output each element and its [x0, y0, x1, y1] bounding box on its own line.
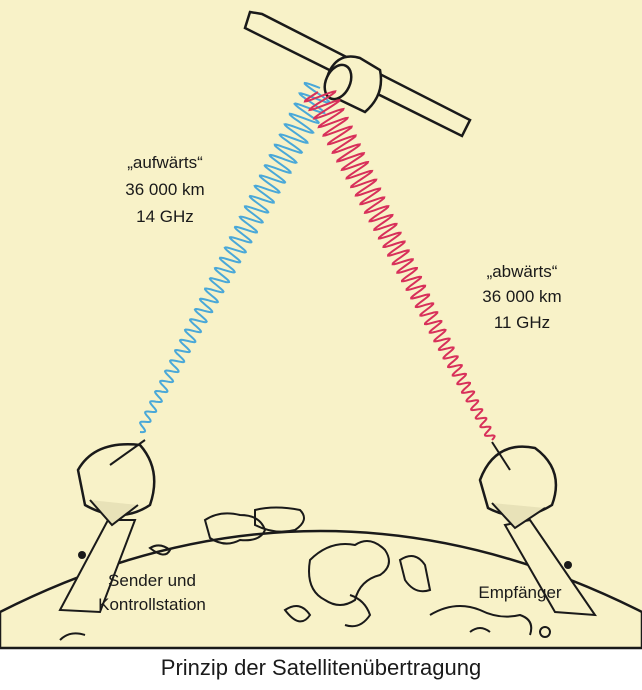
- receiver-dish: [478, 441, 598, 617]
- station-label: Empfänger: [478, 583, 561, 602]
- station-label: Sender und: [108, 571, 196, 590]
- continents: [59, 506, 551, 641]
- station-label: Kontrollstation: [98, 595, 206, 614]
- downlink-label: 11 GHz: [494, 313, 550, 332]
- caption: Prinzip der Satellitenübertragung: [161, 655, 481, 680]
- downlink-wave: [303, 90, 496, 441]
- downlink-label: 36 000 km: [482, 287, 561, 306]
- uplink-label: 36 000 km: [125, 180, 204, 199]
- transmitter-dish: [58, 439, 156, 614]
- uplink-label: 14 GHz: [136, 207, 194, 226]
- satellite: [243, 10, 472, 138]
- uplink-wave: [139, 81, 332, 434]
- downlink-label: „abwärts“: [487, 262, 558, 281]
- uplink-label: „aufwärts“: [127, 153, 203, 172]
